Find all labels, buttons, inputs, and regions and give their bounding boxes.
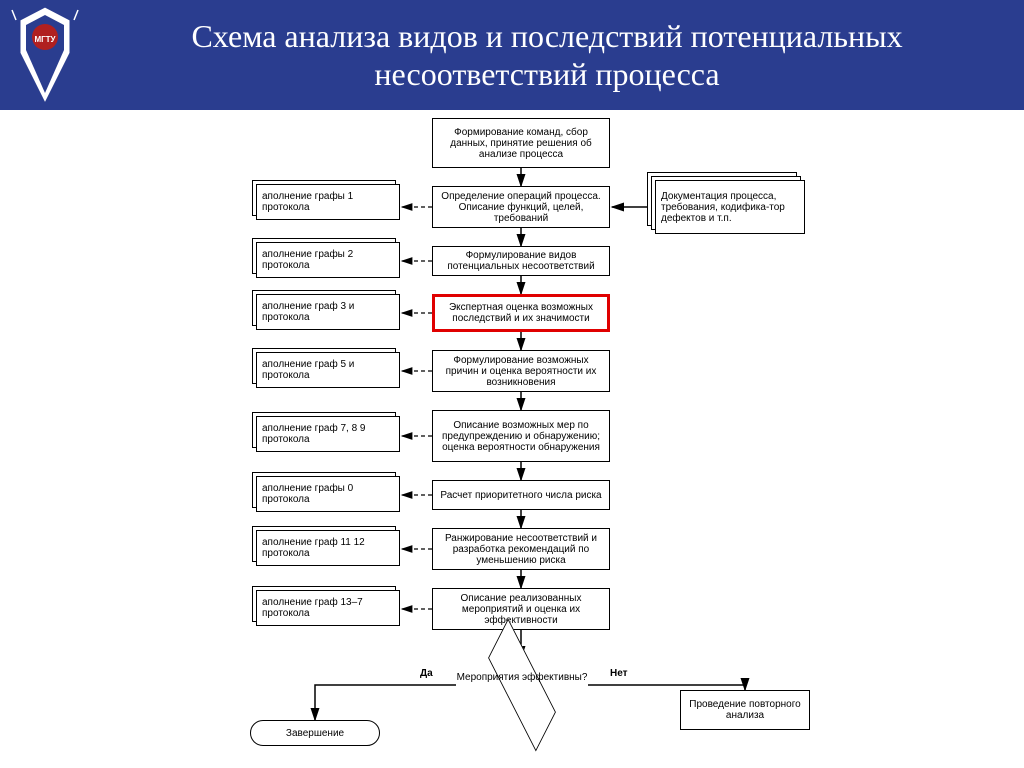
label-no: Нет — [610, 668, 628, 679]
node-terminator-end: Завершение — [250, 720, 380, 746]
node-decision-effective: Мероприятия эффективны? — [452, 655, 592, 715]
node-operations: Определение операций процесса. Описание … — [432, 186, 610, 228]
slide-title: Схема анализа видов и последствий потенц… — [80, 17, 1014, 94]
node-realized: Описание реализованных мероприятий и оце… — [432, 588, 610, 630]
label-yes: Да — [420, 668, 433, 679]
node-causes: Формулирование возможных причин и оценка… — [432, 350, 610, 392]
node-repeat-analysis: Проведение повторного анализа — [680, 690, 810, 730]
flowchart-diagram: Формирование команд, сбор данных, принят… — [0, 110, 1024, 768]
node-risk-calc: Расчет приоритетного числа риска — [432, 480, 610, 510]
slide-header: МГТУ Схема анализа видов и последствий п… — [0, 0, 1024, 110]
node-ranking: Ранжирование несоответствий и разработка… — [432, 528, 610, 570]
node-measures: Описание возможных мер по предупреждению… — [432, 410, 610, 462]
node-types: Формулирование видов потенциальных несоо… — [432, 246, 610, 276]
university-logo: МГТУ — [10, 5, 80, 105]
svg-text:МГТУ: МГТУ — [34, 35, 56, 44]
node-formation: Формирование команд, сбор данных, принят… — [432, 118, 610, 168]
node-expert-highlight: Экспертная оценка возможных последствий … — [432, 294, 610, 332]
